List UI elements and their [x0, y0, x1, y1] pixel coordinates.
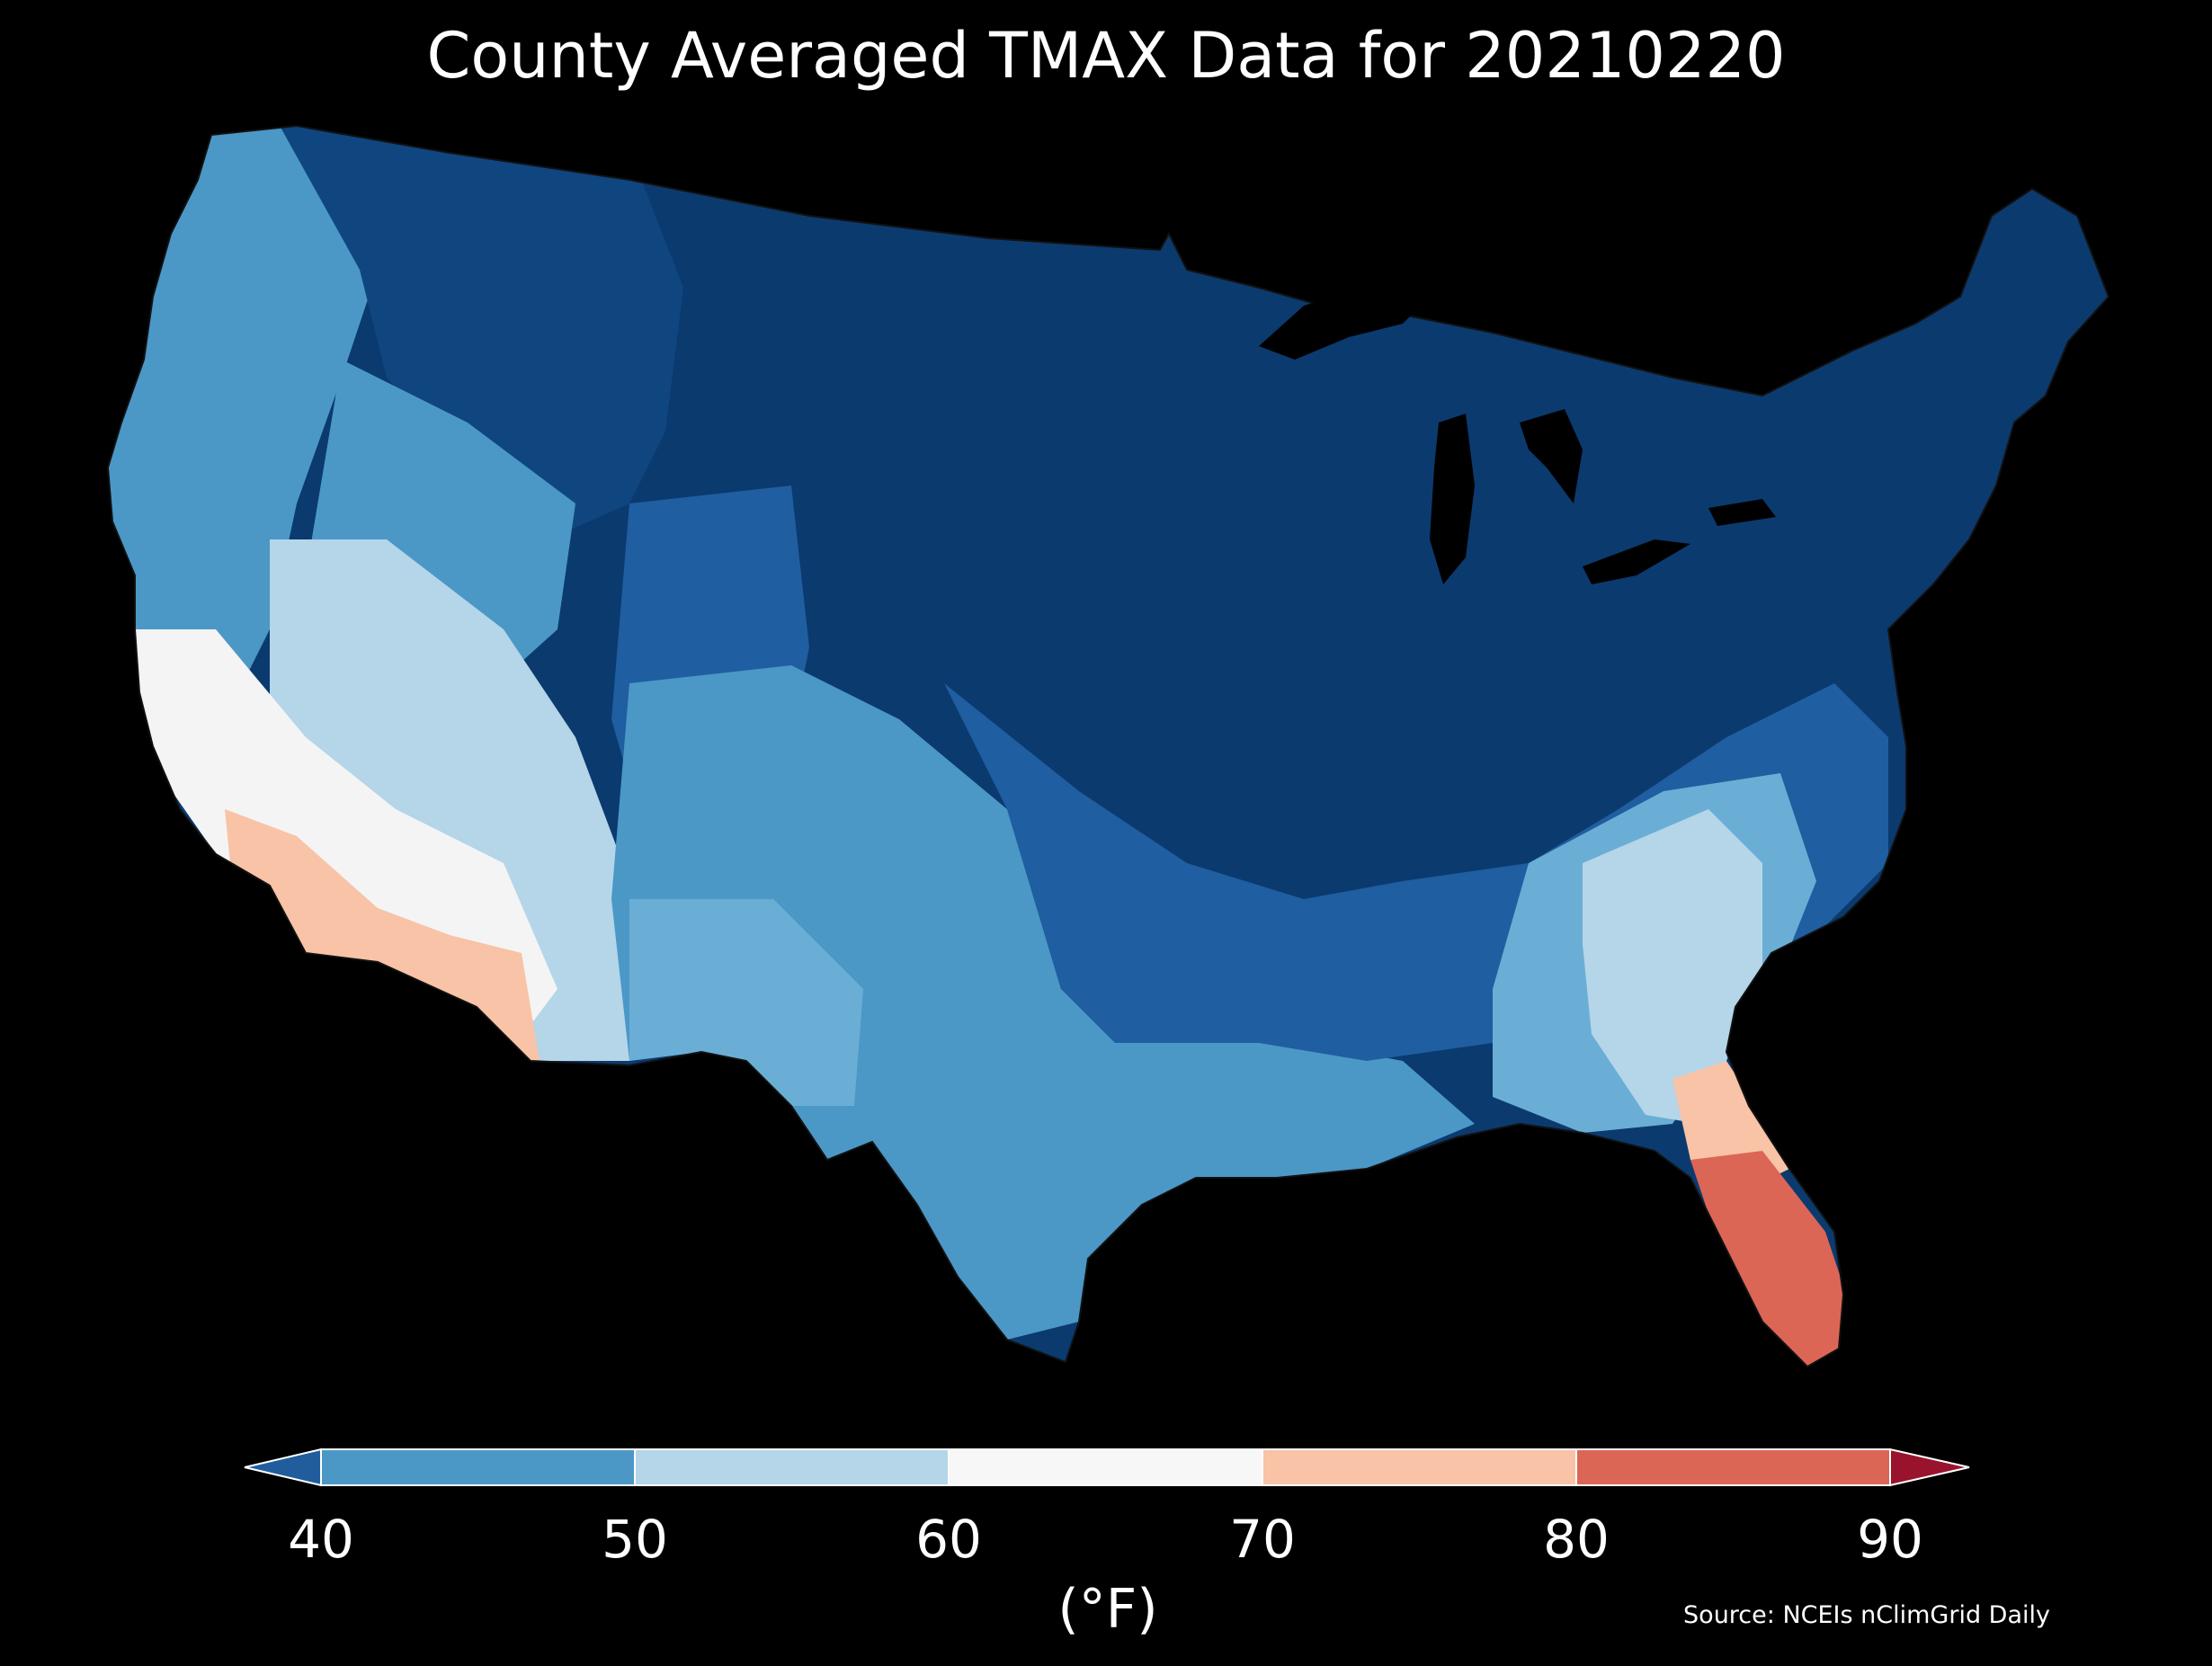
- colorbar-tick-label: 70: [1229, 1509, 1296, 1570]
- region-central-south-florida: [1690, 1151, 1852, 1367]
- region-southern-plains: [611, 665, 1475, 1340]
- colorbar-bin-70-80: [1262, 1448, 1577, 1486]
- region-georgia-carolinas-light: [1583, 809, 1762, 1124]
- colorbar: [244, 1448, 1970, 1487]
- colorbar-tick-label: 90: [1857, 1509, 1923, 1570]
- region-west-texas-light: [629, 899, 863, 1106]
- region-socal-arizona-warm: [225, 809, 540, 1061]
- colorbar-tick-label: 40: [288, 1509, 354, 1570]
- region-southwest-light: [270, 539, 629, 1061]
- region-northern-rockies: [270, 126, 683, 539]
- colorbar-tick-label: 60: [915, 1509, 982, 1570]
- us-outline: [106, 124, 2110, 1368]
- colorbar-extend-low: [244, 1448, 322, 1487]
- colorbar-bin-40-50: [320, 1448, 636, 1486]
- lake-superior: [1259, 286, 1430, 360]
- lake-michigan: [1430, 414, 1475, 584]
- lake-huron: [1520, 409, 1583, 503]
- source-credit: Source: NCEIs nClimGrid Daily: [1683, 1601, 2050, 1629]
- colorbar-tick-label: 50: [602, 1509, 668, 1570]
- great-lakes: [1259, 286, 1776, 584]
- colorbar-tick-label: 80: [1543, 1509, 1610, 1570]
- colorbar-unit-label: (°F): [1057, 1578, 1158, 1641]
- colorbar-bin-50-60: [634, 1448, 950, 1486]
- map-title: County Averaged TMAX Data for 20210220: [426, 19, 1786, 93]
- colorbar-bin-80-90: [1575, 1448, 1891, 1486]
- colorbar-bin-60-70: [948, 1448, 1263, 1486]
- colorbar-extend-high: [1889, 1448, 1970, 1487]
- lake-ontario: [1708, 499, 1776, 526]
- lake-erie: [1583, 539, 1690, 584]
